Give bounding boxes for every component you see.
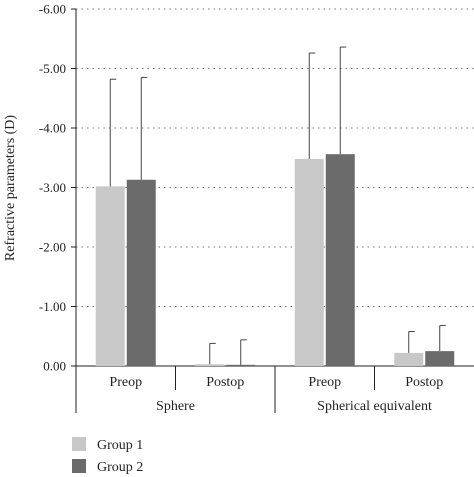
category-label: Preop bbox=[308, 375, 341, 390]
legend-swatch bbox=[72, 437, 86, 451]
legend-label: Group 1 bbox=[97, 438, 143, 453]
category-label: Preop bbox=[109, 375, 142, 390]
bar bbox=[394, 352, 424, 366]
y-tick-label: -6.00 bbox=[39, 2, 66, 17]
bar bbox=[95, 186, 125, 366]
bar bbox=[425, 351, 455, 366]
y-axis-title: Refractive parameters (D) bbox=[3, 115, 18, 261]
group-label: Spherical equivalent bbox=[317, 399, 432, 414]
y-tick-label: -4.00 bbox=[39, 121, 66, 136]
y-tick-label: 0.00 bbox=[43, 359, 66, 374]
bar bbox=[195, 364, 225, 366]
y-tick-label: -3.00 bbox=[39, 180, 66, 195]
y-tick-label: -1.00 bbox=[39, 299, 66, 314]
category-label: Postop bbox=[206, 375, 244, 390]
category-label: Postop bbox=[405, 375, 443, 390]
legend-swatch bbox=[72, 459, 86, 473]
y-tick-label: -5.00 bbox=[39, 61, 66, 76]
legend-label: Group 2 bbox=[97, 460, 143, 475]
bar bbox=[226, 364, 256, 366]
y-tick-label: -2.00 bbox=[39, 240, 66, 255]
bar bbox=[325, 154, 355, 366]
bar bbox=[294, 158, 324, 366]
bar bbox=[126, 179, 156, 366]
group-label: Sphere bbox=[156, 399, 195, 414]
